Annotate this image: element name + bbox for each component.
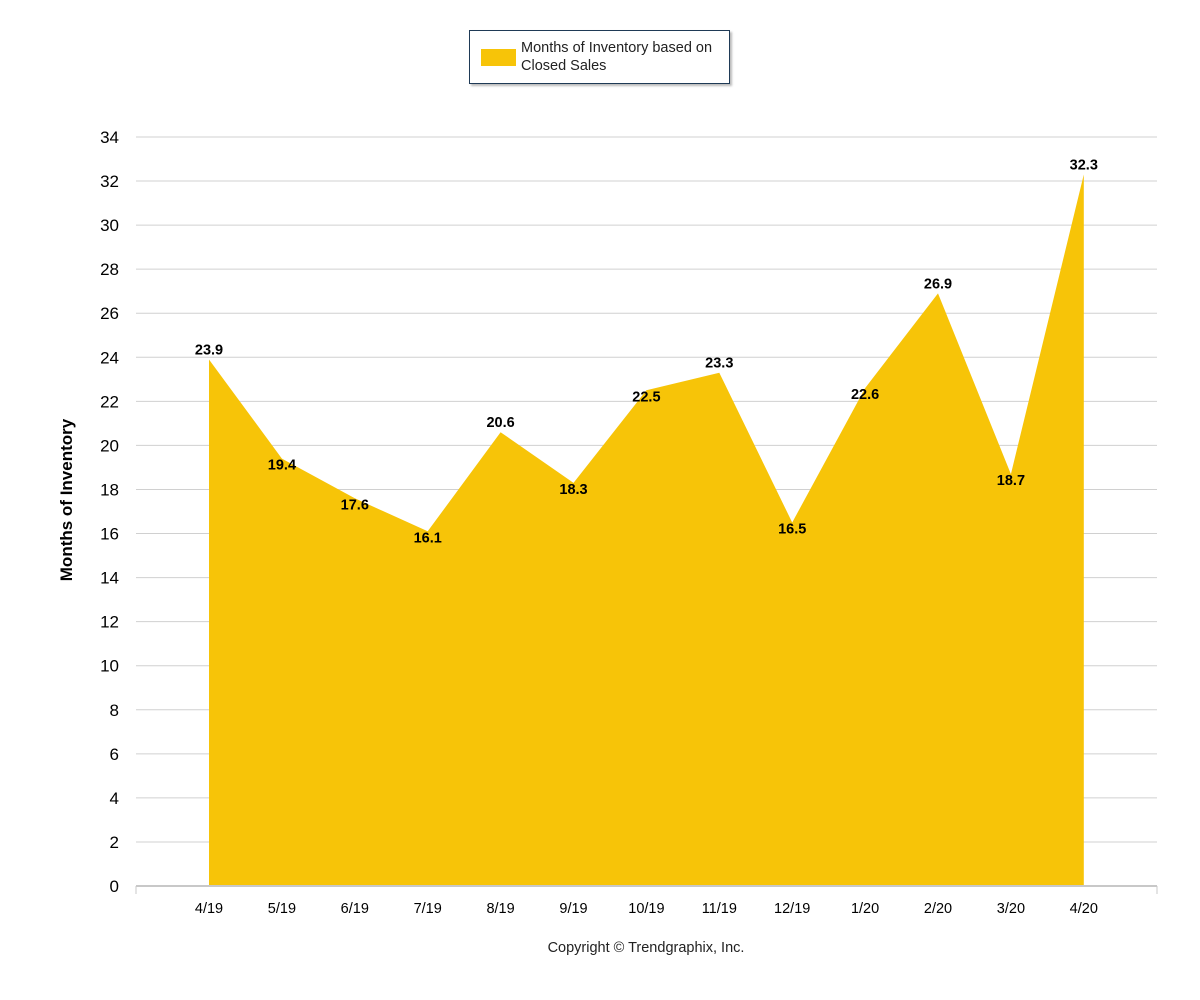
- x-tick-label: 10/19: [628, 901, 664, 917]
- legend-swatch: [481, 49, 516, 66]
- y-tick-label: 26: [100, 304, 119, 323]
- data-label: 23.9: [195, 342, 223, 358]
- y-tick-label: 6: [110, 745, 119, 764]
- y-tick-label: 4: [110, 789, 119, 808]
- y-tick-label: 14: [100, 569, 119, 588]
- x-tick-label: 11/19: [702, 901, 737, 917]
- y-tick-label: 20: [100, 436, 119, 455]
- x-tick-label: 4/20: [1070, 901, 1098, 917]
- area-series: [209, 174, 1084, 886]
- y-tick-label: 32: [100, 172, 119, 191]
- y-tick-label: 22: [100, 392, 119, 411]
- x-tick-label: 8/19: [486, 901, 514, 917]
- data-label: 16.1: [414, 530, 442, 546]
- x-tick-label: 7/19: [414, 901, 442, 917]
- data-label: 22.6: [851, 387, 879, 403]
- x-axis-ticks: 4/19 5/19 6/19 7/19 8/19 9/19 10/19 11/19 12/19 1…: [195, 901, 1098, 917]
- y-tick-label: 10: [100, 657, 119, 676]
- copyright-text: Copyright © Trendgraphix, Inc.: [547, 940, 745, 956]
- x-tick-label: 5/19: [268, 901, 296, 917]
- legend-label: Months of Inventory based on Closed Sale…: [521, 40, 713, 74]
- data-label: 32.3: [1070, 157, 1098, 173]
- x-axis: [135, 885, 1158, 894]
- y-tick-label: 2: [110, 833, 119, 852]
- data-label: 26.9: [924, 276, 952, 292]
- y-tick-label: 8: [110, 701, 119, 720]
- data-label: 18.3: [559, 482, 587, 498]
- y-tick-label: 16: [100, 525, 119, 544]
- x-tick-label: 12/19: [774, 901, 810, 917]
- y-axis-label: Months of Inventory: [57, 418, 76, 582]
- x-tick-label: 1/20: [851, 901, 879, 917]
- x-tick-label: 2/20: [924, 901, 952, 917]
- y-tick-label: 0: [110, 877, 119, 896]
- data-label: 20.6: [486, 415, 514, 431]
- y-tick-label: 28: [100, 260, 119, 279]
- y-tick-label: 18: [100, 480, 119, 499]
- legend: Months of Inventory based on Closed Sale…: [469, 30, 730, 84]
- x-tick-label: 6/19: [341, 901, 369, 917]
- y-tick-label: 30: [100, 216, 119, 235]
- y-tick-label: 12: [100, 613, 119, 632]
- area-fill: [209, 174, 1084, 886]
- data-label: 18.7: [997, 473, 1025, 489]
- x-tick-label: 9/19: [559, 901, 587, 917]
- x-tick-label: 4/19: [195, 901, 223, 917]
- data-label: 17.6: [341, 497, 369, 513]
- data-label: 22.5: [632, 389, 660, 405]
- x-tick-label: 3/20: [997, 901, 1025, 917]
- data-label: 23.3: [705, 356, 733, 372]
- y-tick-label: 34: [100, 128, 119, 147]
- data-label: 16.5: [778, 522, 806, 538]
- data-label: 19.4: [268, 458, 296, 474]
- data-labels: 23.9 19.4 17.6 16.1 20.6 18.3 22.5 23.3 16.5 22.6…: [195, 157, 1098, 546]
- y-tick-label: 24: [100, 348, 119, 367]
